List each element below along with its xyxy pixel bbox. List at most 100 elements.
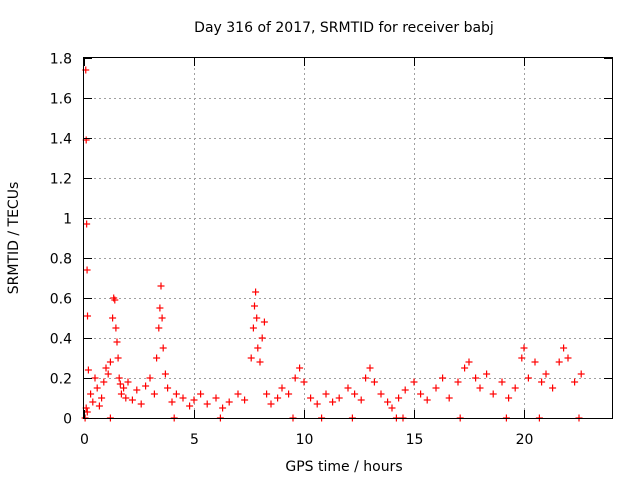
data-point (120, 384, 128, 392)
data-point (538, 378, 546, 386)
data-point (142, 382, 150, 390)
data-point (483, 370, 491, 378)
data-point (197, 390, 205, 398)
y-tick-label: 0.6 (50, 292, 72, 308)
data-point (300, 378, 308, 386)
data-point (461, 364, 469, 372)
data-point (313, 400, 321, 408)
data-point (260, 318, 268, 326)
data-point (104, 370, 112, 378)
data-point (124, 378, 132, 386)
x-tick-label: 5 (190, 432, 199, 448)
grid-layer (84, 58, 612, 418)
tick-labels: 0 0.2 0.4 0.6 0.8 1 1.2 1.4 1.6 1.8 0 5 10 15 20 (50, 52, 534, 449)
data-point (128, 396, 136, 404)
data-point (172, 390, 180, 398)
data-point (102, 364, 110, 372)
data-point (98, 394, 106, 402)
data-point (445, 394, 453, 402)
data-point (156, 304, 164, 312)
data-point (296, 364, 304, 372)
data-point (388, 404, 396, 412)
data-point (439, 374, 447, 382)
data-point (161, 370, 169, 378)
data-point (159, 344, 167, 352)
data-point (114, 354, 122, 362)
data-point (384, 398, 392, 406)
data-point (377, 390, 385, 398)
data-point (234, 390, 242, 398)
y-tick-label: 1.6 (50, 92, 72, 108)
data-point (395, 394, 403, 402)
x-tick-label: 15 (406, 432, 424, 448)
data-point (370, 378, 378, 386)
data-point (531, 358, 539, 366)
data-point (164, 384, 172, 392)
data-point (89, 398, 97, 406)
data-point (241, 396, 249, 404)
data-point (511, 384, 519, 392)
data-point (577, 370, 585, 378)
data-point (83, 220, 91, 228)
data-point (555, 358, 563, 366)
data-point (109, 314, 117, 322)
data-point (254, 344, 262, 352)
x-tick-label: 0 (80, 432, 89, 448)
x-tick-label: 20 (516, 432, 534, 448)
data-point (84, 312, 92, 320)
ticks-layer (84, 58, 612, 419)
data-point (401, 386, 409, 394)
y-tick-label: 0.4 (50, 332, 72, 348)
data-point (155, 324, 163, 332)
data-point (267, 400, 275, 408)
data-point (137, 400, 145, 408)
data-point (571, 378, 579, 386)
data-point (274, 394, 282, 402)
data-point (93, 384, 101, 392)
data-point (146, 374, 154, 382)
data-point (549, 384, 557, 392)
data-point (329, 398, 337, 406)
data-point (190, 396, 198, 404)
data-point (417, 390, 425, 398)
y-tick-label: 1.2 (50, 172, 72, 188)
data-point (179, 394, 187, 402)
data-point (256, 358, 264, 366)
data-point (133, 386, 141, 394)
data-point (115, 374, 123, 382)
data-point (87, 390, 95, 398)
data-point (157, 282, 165, 290)
data-point (432, 384, 440, 392)
data-point (100, 378, 108, 386)
data-point (106, 358, 114, 366)
data-point (168, 398, 176, 406)
data-point (322, 390, 330, 398)
data-point (253, 314, 261, 322)
data-point (291, 374, 299, 382)
data-point (263, 390, 271, 398)
data-point (84, 366, 92, 374)
y-tick-label: 0.2 (50, 372, 72, 388)
data-point (524, 374, 532, 382)
y-tick-label: 0.8 (50, 252, 72, 268)
data-point (423, 396, 431, 404)
data-point (247, 354, 255, 362)
data-point (498, 378, 506, 386)
data-point (520, 344, 528, 352)
data-point (357, 396, 365, 404)
data-point (564, 354, 572, 362)
x-axis-label: GPS time / hours (285, 459, 402, 475)
data-point (465, 358, 473, 366)
data-point (351, 390, 359, 398)
data-point (560, 344, 568, 352)
data-point (116, 380, 124, 388)
data-point (186, 402, 194, 410)
data-point (95, 402, 103, 410)
data-point (117, 390, 125, 398)
data-point (251, 302, 258, 310)
data-point (489, 390, 497, 398)
data-point (212, 394, 220, 402)
x-tick-label: 10 (296, 432, 314, 448)
data-point (219, 404, 227, 412)
